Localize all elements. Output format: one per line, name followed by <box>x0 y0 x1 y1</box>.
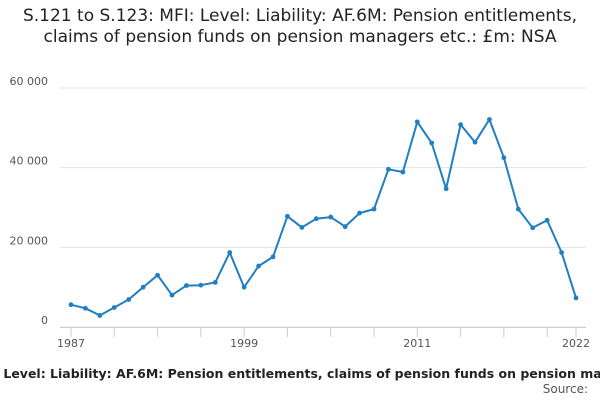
data-point-2006[interactable] <box>342 224 348 230</box>
series-line <box>70 118 577 317</box>
data-point-2021[interactable] <box>559 250 564 255</box>
data-point-2002[interactable] <box>285 213 290 219</box>
data-point-2015[interactable] <box>472 139 478 145</box>
y-tick-label: 0 <box>41 314 48 327</box>
data-point-2019[interactable] <box>530 225 536 231</box>
data-point-2009[interactable] <box>386 166 391 172</box>
x-tick-label: 1999 <box>230 337 258 350</box>
data-point-1987[interactable] <box>68 302 74 308</box>
data-point-1990[interactable] <box>111 305 117 310</box>
data-point-1988[interactable] <box>83 305 88 311</box>
data-point-2012[interactable] <box>429 140 435 146</box>
data-point-1999[interactable] <box>241 284 247 290</box>
series-layer <box>68 117 579 318</box>
y-axis: 0 20 000 40 000 60 000 <box>10 75 49 327</box>
data-point-1993[interactable] <box>155 272 160 278</box>
data-point-2017[interactable] <box>501 155 507 161</box>
source-label: Source: <box>542 382 588 396</box>
data-point-1992[interactable] <box>140 284 146 290</box>
series-label: : Level: Liability: AF.6M: Pension entit… <box>0 366 600 381</box>
y-tick-label: 20 000 <box>10 234 49 247</box>
data-point-2022[interactable] <box>573 295 579 301</box>
x-tick-label: 1987 <box>57 337 85 350</box>
data-point-2010[interactable] <box>400 169 406 175</box>
y-tick-label: 60 000 <box>10 75 49 88</box>
data-point-2016[interactable] <box>487 117 492 122</box>
data-point-1989[interactable] <box>97 313 103 318</box>
data-point-1998[interactable] <box>227 250 233 255</box>
data-point-2013[interactable] <box>443 186 449 192</box>
data-point-2003[interactable] <box>299 225 305 230</box>
data-point-1996[interactable] <box>198 282 204 288</box>
data-point-1995[interactable] <box>184 283 189 288</box>
chart-title: S.121 to S.123: MFI: Level: Liability: A… <box>22 6 577 47</box>
data-point-2018[interactable] <box>515 206 521 212</box>
data-point-2000[interactable] <box>256 263 261 269</box>
data-point-2004[interactable] <box>313 216 319 222</box>
y-tick-label: 40 000 <box>10 155 49 168</box>
data-point-2008[interactable] <box>371 206 377 212</box>
x-axis: 1987 1999 2011 2022 <box>57 327 590 350</box>
data-point-1991[interactable] <box>126 297 132 302</box>
x-tick-label: 2022 <box>562 337 590 350</box>
data-point-2011[interactable] <box>414 119 420 125</box>
data-point-2007[interactable] <box>357 210 362 216</box>
data-point-2001[interactable] <box>270 254 276 260</box>
data-point-1994[interactable] <box>169 292 175 298</box>
data-point-2020[interactable] <box>544 217 550 223</box>
data-point-2005[interactable] <box>328 214 334 220</box>
data-point-2014[interactable] <box>458 122 463 128</box>
x-tick-label: 2011 <box>403 337 431 350</box>
data-point-1997[interactable] <box>212 279 218 285</box>
